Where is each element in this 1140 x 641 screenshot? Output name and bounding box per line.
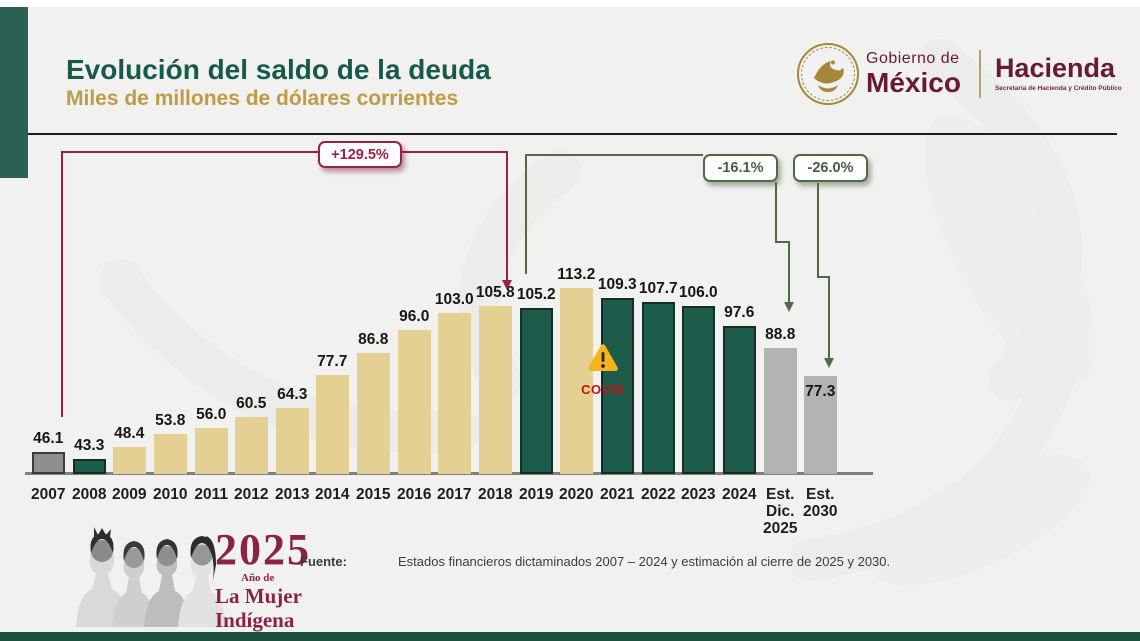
bar-value-label: 109.3: [597, 276, 637, 293]
top-strip: [0, 0, 1140, 7]
bar-Est-Dic-2025: [764, 348, 797, 474]
gobierno-de-mexico-wordmark: Gobierno de México: [866, 51, 961, 97]
x-axis-label: 2015: [356, 486, 391, 503]
government-logo-cluster: Gobierno de México Hacienda Secretaría d…: [796, 42, 1126, 106]
bar-value-label: 105.2: [516, 286, 556, 303]
x-axis-label: 2012: [234, 486, 269, 503]
bar-value-label: 96.0: [399, 308, 430, 325]
bar-value-label: 77.7: [317, 353, 348, 370]
la-mujer-label: La Mujer: [215, 584, 302, 609]
x-axis-label: 2014: [315, 486, 350, 503]
bar-2016: [398, 330, 431, 474]
gobierno-de-label: Gobierno de: [866, 50, 960, 67]
bar-2021: [601, 298, 634, 474]
x-axis-label: 2007: [31, 486, 66, 503]
x-axis-label: 2016: [397, 486, 432, 503]
bar-2014: [316, 375, 349, 474]
hacienda-subtitle: Secretaría de Hacienda y Crédito Público: [994, 85, 1122, 93]
year-2025-logo: 2025 Año de La Mujer Indígena: [215, 525, 311, 633]
bar-value-label: 86.8: [358, 331, 389, 348]
annotation-box-1295: +129.5%: [318, 141, 402, 168]
bar-value-label: 103.0: [434, 291, 474, 308]
bar-Est-2030: [804, 376, 837, 474]
annotation-box-161: -16.1%: [703, 154, 778, 182]
bar-value-label: 88.8: [765, 326, 796, 343]
bar-2013: [276, 408, 309, 474]
bar-2018: [479, 306, 512, 474]
bar-2020: [560, 288, 593, 474]
x-axis-label: 2008: [72, 486, 107, 503]
footer: 2025 Año de La Mujer Indígena Fuente: Es…: [0, 520, 1140, 632]
logo-divider: [978, 50, 981, 98]
annotation-box-260: -26.0%: [793, 154, 868, 182]
bar-2007: [32, 452, 65, 474]
x-axis-label: 2021: [600, 486, 635, 503]
x-axis-label: 2011: [194, 486, 229, 503]
bar-2008: [73, 459, 106, 474]
source-text: Estados financieros dictaminados 2007 – …: [398, 554, 891, 569]
x-axis-label: 2019: [519, 486, 554, 503]
bar-2019: [520, 308, 553, 474]
x-axis-label: 2023: [681, 486, 716, 503]
bar-2023: [682, 306, 715, 474]
bar-value-label: 46.1: [33, 430, 64, 447]
page-subtitle: Miles de millones de dólares corrientes: [66, 87, 459, 110]
hacienda-wordmark: Hacienda Secretaría de Hacienda y Crédit…: [995, 55, 1122, 93]
covid-event-marker: COVID: [578, 343, 628, 397]
x-axis-label: Est. Dic. 2025: [763, 486, 798, 537]
covid-label: COVID: [581, 382, 625, 397]
bar-2011: [195, 428, 228, 474]
indigena-label: Indígena: [215, 608, 295, 633]
bar-2015: [357, 353, 390, 474]
mexico-label: México: [866, 67, 961, 98]
bar-2024: [723, 326, 756, 474]
bar-value-label: 77.3: [805, 383, 836, 400]
x-axis-label: 2009: [112, 486, 147, 503]
x-axis-label: 2020: [559, 486, 594, 503]
x-axis-label: 2018: [478, 486, 513, 503]
x-axis-label: Est. 2030: [803, 486, 838, 520]
bar-value-label: 97.6: [724, 304, 755, 321]
indigenous-women-photo: [76, 527, 226, 627]
page-title: Evolución del saldo de la deuda: [66, 54, 491, 85]
bar-2010: [154, 434, 187, 474]
bottom-accent-bar: [0, 632, 1140, 641]
x-axis-label: 2017: [437, 486, 472, 503]
x-axis-label: 2024: [722, 486, 757, 503]
x-axis-label: 2013: [275, 486, 310, 503]
bar-value-label: 43.3: [74, 437, 105, 454]
x-axis-label: 2022: [641, 486, 676, 503]
bar-value-label: 106.0: [678, 284, 718, 301]
warning-triangle-icon: [588, 344, 618, 371]
bar-value-label: 107.7: [638, 280, 678, 297]
left-accent-bar: [0, 7, 28, 178]
bar-2022: [642, 302, 675, 474]
year-2025-numerals: 2025: [215, 525, 311, 574]
bar-2009: [113, 447, 146, 474]
title-divider: [28, 133, 1117, 135]
hacienda-label: Hacienda: [994, 53, 1115, 84]
bar-2017: [438, 313, 471, 474]
x-axis-label: 2010: [153, 486, 188, 503]
bar-value-label: 48.4: [114, 425, 145, 442]
ano-de-label: Año de: [241, 572, 275, 584]
bar-value-label: 64.3: [277, 386, 308, 403]
bar-2012: [235, 417, 268, 474]
mexico-eagle-seal-icon: [796, 42, 860, 106]
fuente-label: Fuente:: [300, 554, 347, 569]
